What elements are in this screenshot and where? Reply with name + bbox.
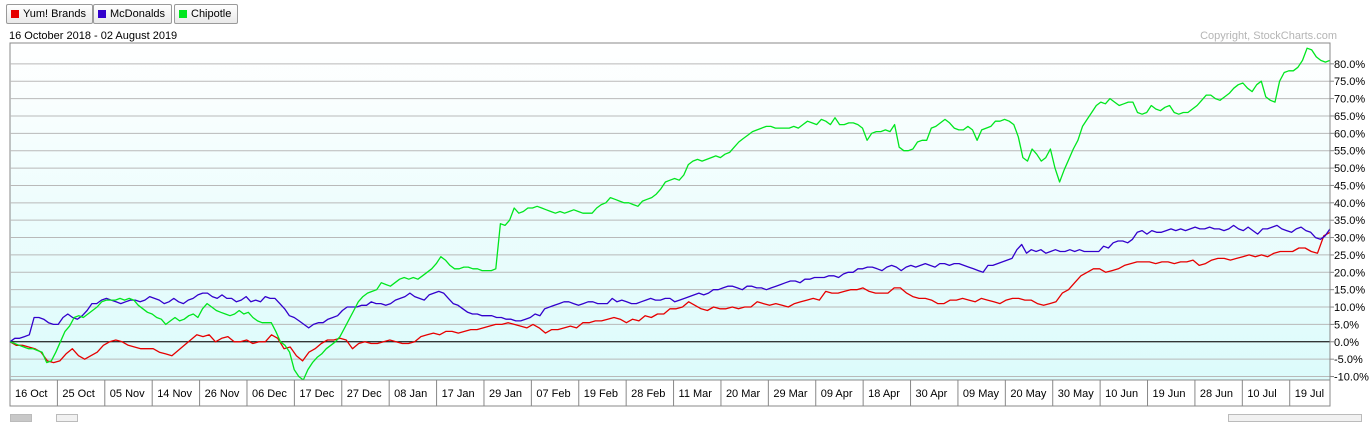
series-lines bbox=[9, 47, 1331, 381]
performance-chart: -10.0% -5.0% 0.0% 5.0% 10.0% 15.0% 20.0% 25.0% 3… bbox=[9, 42, 1369, 407]
legend-button-yum[interactable]: Yum! Brands bbox=[6, 4, 93, 24]
x-tick-label: 19 Jul bbox=[1295, 388, 1324, 400]
y-tick-label: 40.0% bbox=[1334, 198, 1365, 210]
y-tick-label: 20.0% bbox=[1334, 267, 1365, 279]
plot-background bbox=[9, 42, 1331, 381]
x-tick-label: 17 Jan bbox=[442, 388, 475, 400]
y-tick-label: 80.0% bbox=[1334, 59, 1365, 71]
y-tick-label: 65.0% bbox=[1334, 111, 1365, 123]
y-tick-label: -10.0% bbox=[1334, 372, 1369, 384]
date-range-label: 16 October 2018 - 02 August 2019 bbox=[9, 30, 178, 42]
scroll-box-left[interactable] bbox=[56, 414, 78, 422]
legend-button-mcdonalds[interactable]: McDonalds bbox=[93, 4, 173, 24]
x-tick-label: 06 Dec bbox=[252, 388, 287, 400]
scroll-thumb-left[interactable] bbox=[10, 414, 32, 422]
series-line-yum-brands bbox=[9, 231, 1331, 364]
series-line-mcdonalds bbox=[9, 224, 1331, 343]
y-axis-ticks: -10.0% -5.0% 0.0% 5.0% 10.0% 15.0% 20.0% 25.0% 3… bbox=[1330, 59, 1369, 384]
copyright-label: Copyright, StockCharts.com bbox=[1200, 30, 1337, 42]
y-tick-label: 35.0% bbox=[1334, 215, 1365, 227]
x-tick-label: 20 Mar bbox=[726, 388, 761, 400]
x-tick-label: 29 Mar bbox=[773, 388, 808, 400]
x-tick-label: 18 Apr bbox=[868, 388, 900, 400]
series-line-chipotle bbox=[9, 47, 1331, 381]
y-tick-label: 55.0% bbox=[1334, 146, 1365, 158]
y-tick-label: 75.0% bbox=[1334, 76, 1365, 88]
legend-label-mcdonalds: McDonalds bbox=[110, 8, 166, 20]
legend-toolbar: Yum! Brands McDonalds Chipotle bbox=[0, 0, 1369, 30]
legend-swatch-yum bbox=[11, 10, 19, 18]
x-tick-label: 10 Jun bbox=[1105, 388, 1138, 400]
x-tick-label: 27 Dec bbox=[347, 388, 382, 400]
bottom-scroll-bar bbox=[0, 412, 1369, 422]
x-axis-ticks: 16 Oct 25 Oct 05 Nov 14 Nov 26 Nov 06 Dec 17 D… bbox=[9, 380, 1324, 406]
grid-lines bbox=[10, 63, 1330, 378]
scroll-box-right[interactable] bbox=[1228, 414, 1362, 422]
y-tick-label: -5.0% bbox=[1334, 354, 1363, 366]
x-tick-label: 28 Feb bbox=[631, 388, 665, 400]
y-tick-label: 5.0% bbox=[1334, 319, 1359, 331]
x-tick-label: 29 Jan bbox=[489, 388, 522, 400]
x-tick-label: 30 Apr bbox=[916, 388, 948, 400]
x-tick-label: 10 Jul bbox=[1247, 388, 1276, 400]
x-tick-label: 17 Dec bbox=[299, 388, 334, 400]
x-tick-label: 30 May bbox=[1058, 388, 1095, 400]
y-tick-label: 50.0% bbox=[1334, 163, 1365, 175]
x-tick-label: 08 Jan bbox=[394, 388, 427, 400]
x-tick-label: 25 Oct bbox=[62, 388, 94, 400]
legend-button-chipotle[interactable]: Chipotle bbox=[174, 4, 239, 24]
x-tick-label: 28 Jun bbox=[1200, 388, 1233, 400]
x-axis-strip bbox=[9, 379, 1331, 407]
x-tick-label: 07 Feb bbox=[536, 388, 570, 400]
y-tick-label: 25.0% bbox=[1334, 250, 1365, 262]
x-tick-label: 20 May bbox=[1010, 388, 1047, 400]
legend-swatch-mcdonalds bbox=[98, 10, 106, 18]
x-tick-label: 14 Nov bbox=[157, 388, 192, 400]
y-tick-label: 15.0% bbox=[1334, 285, 1365, 297]
y-tick-label: 10.0% bbox=[1334, 302, 1365, 314]
x-tick-label: 05 Nov bbox=[110, 388, 145, 400]
y-tick-label: 60.0% bbox=[1334, 128, 1365, 140]
legend-label-yum: Yum! Brands bbox=[23, 8, 86, 20]
x-tick-label: 09 Apr bbox=[821, 388, 853, 400]
x-tick-label: 11 Mar bbox=[679, 388, 713, 400]
y-tick-label: 30.0% bbox=[1334, 233, 1365, 245]
legend-swatch-chipotle bbox=[179, 10, 187, 18]
legend-label-chipotle: Chipotle bbox=[191, 8, 232, 20]
y-tick-label: 70.0% bbox=[1334, 94, 1365, 106]
x-tick-label: 26 Nov bbox=[205, 388, 240, 400]
x-tick-label: 19 Feb bbox=[584, 388, 618, 400]
x-tick-label: 19 Jun bbox=[1153, 388, 1186, 400]
x-tick-label: 09 May bbox=[963, 388, 1000, 400]
y-tick-label: 0.0% bbox=[1334, 337, 1359, 349]
x-tick-label: 16 Oct bbox=[15, 388, 47, 400]
y-tick-label: 45.0% bbox=[1334, 180, 1365, 192]
